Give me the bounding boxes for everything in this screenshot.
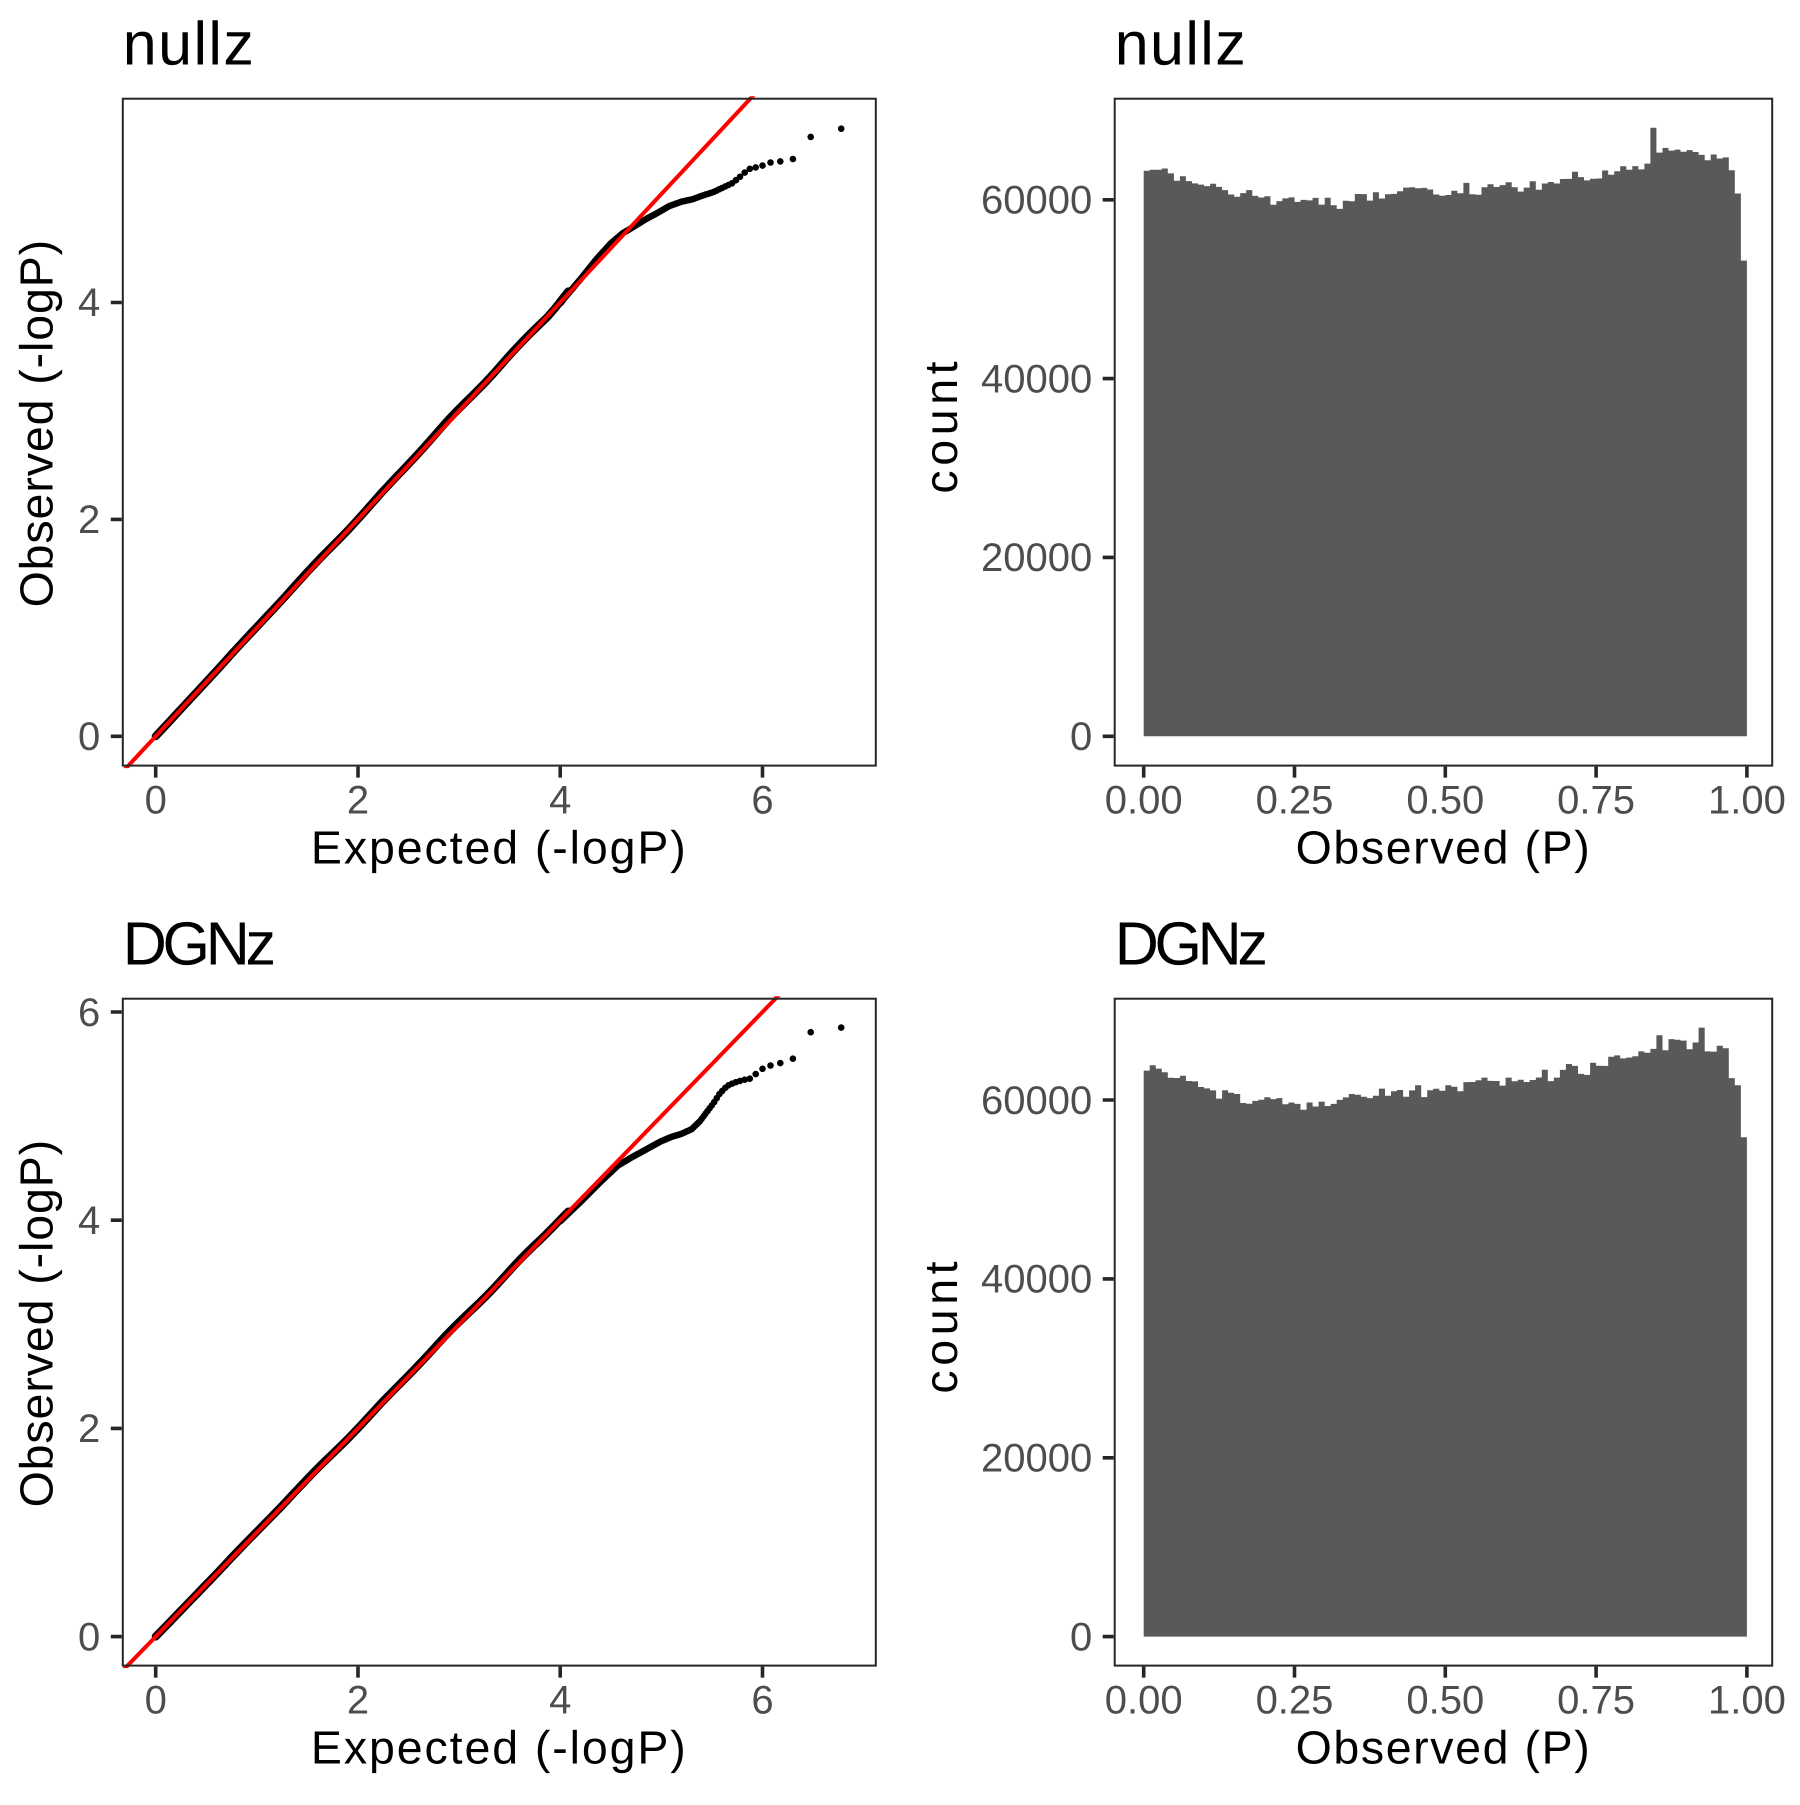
svg-text:6: 6 <box>78 991 100 1035</box>
svg-text:count: count <box>915 1257 967 1394</box>
svg-text:0.25: 0.25 <box>1256 1678 1334 1722</box>
svg-text:count: count <box>915 357 967 494</box>
svg-text:4: 4 <box>549 778 571 822</box>
svg-text:1.00: 1.00 <box>1708 1678 1786 1722</box>
svg-text:0.50: 0.50 <box>1406 778 1484 822</box>
svg-text:40000: 40000 <box>981 357 1092 401</box>
svg-text:0.50: 0.50 <box>1406 1678 1484 1722</box>
svg-text:0: 0 <box>1070 1615 1092 1659</box>
svg-text:0: 0 <box>1070 715 1092 759</box>
svg-text:DGNz: DGNz <box>1115 910 1266 978</box>
svg-text:6: 6 <box>751 1678 773 1722</box>
svg-text:Observed (P): Observed (P) <box>1296 821 1592 873</box>
svg-text:40000: 40000 <box>981 1258 1092 1302</box>
svg-text:60000: 60000 <box>981 1079 1092 1123</box>
svg-text:4: 4 <box>78 1199 100 1243</box>
svg-text:Expected (-logP): Expected (-logP) <box>311 821 688 873</box>
svg-text:4: 4 <box>549 1678 571 1722</box>
svg-text:0.25: 0.25 <box>1256 778 1334 822</box>
svg-text:Observed (-logP): Observed (-logP) <box>11 239 63 607</box>
svg-text:nullz: nullz <box>123 10 255 78</box>
svg-text:nullz: nullz <box>1115 10 1247 78</box>
svg-text:2: 2 <box>78 498 100 542</box>
svg-text:DGNz: DGNz <box>123 910 274 978</box>
svg-text:Expected (-logP): Expected (-logP) <box>311 1721 688 1773</box>
svg-text:0.00: 0.00 <box>1105 1678 1183 1722</box>
svg-text:2: 2 <box>347 1678 369 1722</box>
svg-text:4: 4 <box>78 281 100 325</box>
svg-text:0: 0 <box>78 1615 100 1659</box>
svg-text:Observed (-logP): Observed (-logP) <box>11 1139 63 1507</box>
svg-text:1.00: 1.00 <box>1708 778 1786 822</box>
svg-text:20000: 20000 <box>981 536 1092 580</box>
svg-text:0: 0 <box>145 1678 167 1722</box>
svg-text:2: 2 <box>347 778 369 822</box>
svg-text:0.75: 0.75 <box>1557 1678 1635 1722</box>
svg-text:0.00: 0.00 <box>1105 778 1183 822</box>
svg-text:2: 2 <box>78 1407 100 1451</box>
svg-text:Observed (P): Observed (P) <box>1296 1721 1592 1773</box>
svg-text:0.75: 0.75 <box>1557 778 1635 822</box>
svg-text:6: 6 <box>751 778 773 822</box>
svg-text:0: 0 <box>145 778 167 822</box>
svg-text:60000: 60000 <box>981 179 1092 223</box>
svg-text:20000: 20000 <box>981 1437 1092 1481</box>
svg-text:0: 0 <box>78 715 100 759</box>
